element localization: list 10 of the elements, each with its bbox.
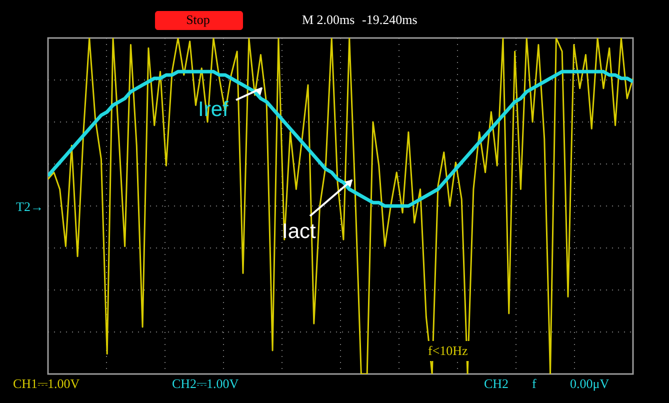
text: CH2⎓1.00V — [172, 376, 240, 391]
text: M 2.00ms — [302, 12, 355, 27]
annotation: f<10Hz — [428, 343, 468, 358]
text: -19.240ms — [362, 12, 418, 27]
text: CH1⎓1.00V — [13, 376, 80, 391]
text: 0.00μV — [570, 376, 610, 391]
text: Stop — [186, 12, 210, 27]
text: CH2 — [484, 376, 509, 391]
text: f — [532, 376, 537, 391]
text: T2→ — [16, 199, 44, 214]
